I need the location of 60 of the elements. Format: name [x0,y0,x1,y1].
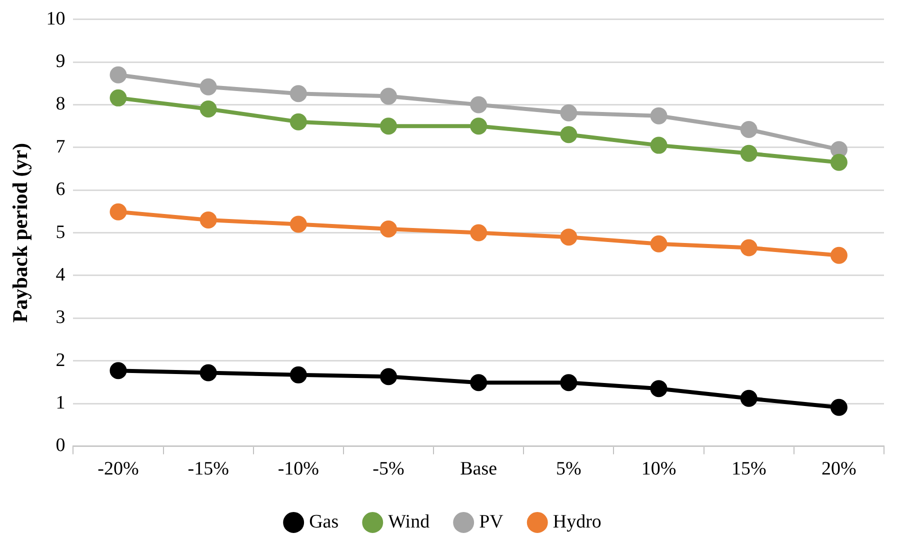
point [740,239,758,256]
x-tick-label: 10% [641,458,676,480]
point [110,66,127,84]
y-tick-label: 5 [56,222,66,243]
y-tick-label: 8 [56,94,66,115]
point [290,366,307,384]
point [200,78,217,96]
point [380,220,398,238]
x-tick-label: Base [460,458,498,480]
x-tick-label: -5% [372,458,405,480]
y-tick-label: 3 [56,307,66,328]
y-tick-label: 2 [56,350,66,371]
point [740,144,758,162]
y-tick-label: 7 [56,136,66,158]
x-tick-label: 5% [556,458,582,480]
x-tick-label: -10% [278,458,320,480]
legend-label: Hydro [552,511,602,532]
point [380,88,398,105]
point [290,85,307,102]
point [560,228,578,246]
y-tick-label: 6 [56,179,66,200]
point [650,107,668,124]
point [110,203,127,220]
legend-label: PV [479,511,504,532]
point [740,390,758,407]
legend-label: Wind [388,511,430,532]
y-axis-title: Payback period (yr) [8,142,32,323]
point [110,362,127,380]
point [470,374,488,392]
point [110,89,127,106]
x-tick-label: -15% [188,458,230,480]
point [470,96,488,114]
point [560,126,578,144]
point [560,374,578,392]
point [380,368,398,386]
legend-label: Gas [309,511,339,532]
point [200,364,217,382]
point [650,136,668,154]
point [650,380,668,398]
point [650,235,668,252]
point [290,113,307,130]
point [380,118,398,135]
y-tick-label: 1 [56,392,66,414]
point [830,398,848,416]
x-tick-label: -20% [98,458,139,480]
point [290,216,307,233]
x-tick-label: 15% [731,458,766,480]
y-tick-label: 4 [56,264,66,286]
point [740,121,758,138]
x-tick-label: 20% [822,458,857,480]
y-tick-label: 10 [46,8,66,30]
y-tick-label: 9 [56,51,66,72]
point [200,211,217,228]
point [560,104,578,122]
y-tick-label: 0 [56,435,66,456]
point [200,100,217,118]
point [470,118,488,135]
point [470,224,488,242]
point [830,246,848,264]
point [830,154,848,171]
